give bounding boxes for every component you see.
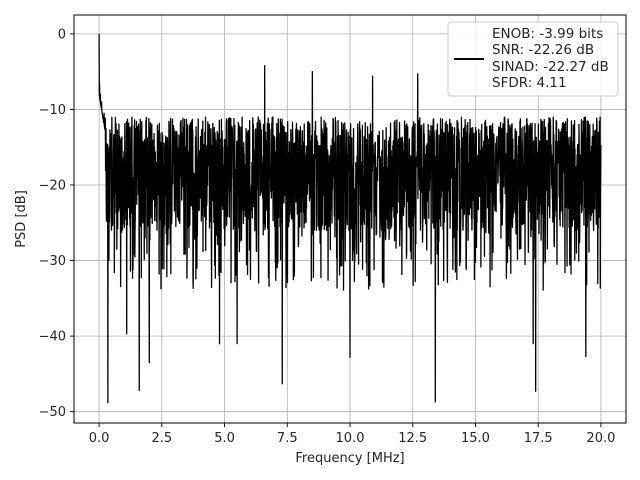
y-tick-label: −10 — [39, 103, 66, 118]
legend: ENOB: -3.99 bits SNR: -22.26 dB SINAD: -… — [447, 21, 619, 97]
x-tick-label: 17.5 — [524, 431, 553, 446]
x-tick-label: 2.5 — [151, 431, 172, 446]
y-tick-label: −20 — [39, 179, 66, 194]
legend-snr: SNR: -22.26 dB — [492, 42, 594, 58]
legend-box — [447, 21, 619, 97]
x-tick-label: 0.0 — [89, 431, 110, 446]
y-tick-label: −40 — [39, 330, 66, 345]
x-tick-label: 20.0 — [586, 431, 615, 446]
y-tick-label: −50 — [39, 405, 66, 420]
psd-series-line — [98, 33, 602, 404]
legend-enob: ENOB: -3.99 bits — [492, 26, 603, 42]
y-tick-label: 0 — [58, 27, 66, 42]
legend-sfdr: SFDR: 4.11 — [492, 75, 567, 91]
y-axis-ticks: 0 −10 −20 −30 −40 −50 — [39, 27, 74, 420]
x-tick-label: 7.5 — [277, 431, 298, 446]
x-axis-label: Frequency [MHz] — [295, 451, 404, 466]
y-axis-label: PSD [dB] — [14, 190, 29, 248]
legend-sinad: SINAD: -22.27 dB — [492, 59, 609, 75]
x-axis-ticks: 0.0 2.5 5.0 7.5 10.0 12.5 15.0 17.5 20.0 — [89, 423, 615, 446]
y-tick-label: −30 — [39, 254, 66, 269]
x-tick-label: 5.0 — [214, 431, 235, 446]
x-tick-label: 12.5 — [398, 431, 427, 446]
x-tick-label: 10.0 — [336, 431, 365, 446]
x-tick-label: 15.0 — [461, 431, 490, 446]
